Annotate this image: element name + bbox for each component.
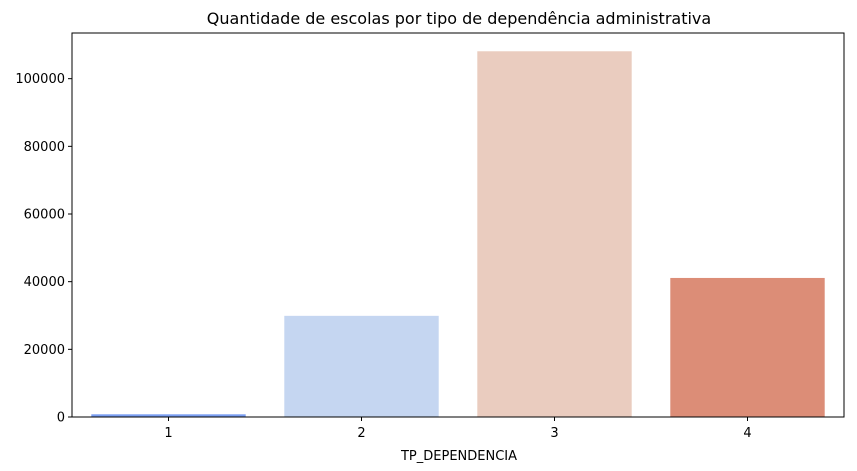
y-tick-label: 20000 xyxy=(24,343,65,358)
x-axis-ticks: 1 2 3 4 xyxy=(164,417,752,441)
x-tick-label: 2 xyxy=(357,426,365,441)
x-tick-label: 4 xyxy=(743,426,751,441)
y-tick-label: 0 xyxy=(57,411,65,426)
bar-1 xyxy=(91,414,246,417)
x-tick-label: 3 xyxy=(550,426,558,441)
y-tick-label: 80000 xyxy=(24,140,65,155)
x-tick-label: 1 xyxy=(164,426,172,441)
bars-group xyxy=(91,51,825,418)
y-axis-ticks: 0 20000 40000 60000 80000 100000 xyxy=(15,72,72,426)
chart-title: Quantidade de escolas por tipo de depend… xyxy=(207,9,711,28)
plot-frame xyxy=(71,32,845,418)
y-tick-label: 40000 xyxy=(24,275,65,290)
y-tick-label: 60000 xyxy=(24,208,65,223)
bar-2 xyxy=(284,315,439,417)
bar-4 xyxy=(670,277,825,417)
bar-3 xyxy=(477,51,632,418)
y-tick-label: 100000 xyxy=(15,72,65,87)
x-axis-label: TP_DEPENDENCIA xyxy=(400,449,517,464)
